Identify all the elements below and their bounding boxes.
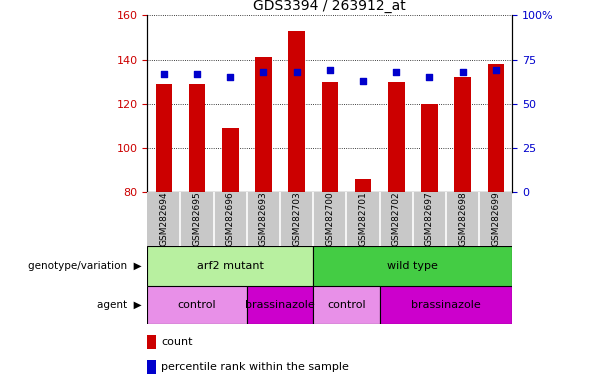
Text: GSM282703: GSM282703 xyxy=(292,192,301,246)
Point xyxy=(491,67,501,73)
Text: arf2 mutant: arf2 mutant xyxy=(197,261,264,271)
Point xyxy=(159,71,168,77)
Text: GSM282702: GSM282702 xyxy=(392,192,401,246)
Text: agent  ▶: agent ▶ xyxy=(97,300,141,310)
Bar xyxy=(380,286,512,324)
Text: GSM282695: GSM282695 xyxy=(193,192,201,246)
Bar xyxy=(289,31,305,192)
Text: GSM282693: GSM282693 xyxy=(259,192,268,246)
Bar xyxy=(355,179,371,192)
Text: GSM282700: GSM282700 xyxy=(325,192,335,246)
Text: GSM282697: GSM282697 xyxy=(425,192,434,246)
Bar xyxy=(488,64,504,192)
Bar xyxy=(222,128,239,192)
Point xyxy=(358,78,368,84)
Text: genotype/variation  ▶: genotype/variation ▶ xyxy=(28,261,141,271)
Bar xyxy=(454,77,471,192)
Bar xyxy=(255,57,272,192)
Bar xyxy=(247,286,313,324)
Text: GSM282701: GSM282701 xyxy=(359,192,368,246)
Text: count: count xyxy=(161,337,193,347)
Point xyxy=(193,71,202,77)
Bar xyxy=(155,84,172,192)
Text: GSM282694: GSM282694 xyxy=(160,192,168,246)
Bar xyxy=(322,82,338,192)
Point xyxy=(259,69,268,75)
Text: GSM282699: GSM282699 xyxy=(491,192,500,246)
Text: brassinazole: brassinazole xyxy=(245,300,315,310)
Point xyxy=(226,74,235,80)
Bar xyxy=(313,286,380,324)
Point xyxy=(292,69,302,75)
Text: control: control xyxy=(327,300,366,310)
Point xyxy=(325,67,335,73)
Title: GDS3394 / 263912_at: GDS3394 / 263912_at xyxy=(253,0,406,13)
Bar xyxy=(147,335,157,349)
Text: wild type: wild type xyxy=(388,261,438,271)
Text: control: control xyxy=(178,300,216,310)
Point xyxy=(392,69,401,75)
Bar xyxy=(313,246,512,286)
Bar xyxy=(388,82,405,192)
Point xyxy=(425,74,434,80)
Bar xyxy=(421,104,438,192)
Text: GSM282698: GSM282698 xyxy=(458,192,467,246)
Point xyxy=(458,69,467,75)
Bar xyxy=(147,246,313,286)
Text: GSM282696: GSM282696 xyxy=(226,192,235,246)
Bar xyxy=(188,84,206,192)
Text: brassinazole: brassinazole xyxy=(411,300,481,310)
Bar xyxy=(147,286,247,324)
Bar xyxy=(147,360,157,374)
Text: percentile rank within the sample: percentile rank within the sample xyxy=(161,362,349,372)
